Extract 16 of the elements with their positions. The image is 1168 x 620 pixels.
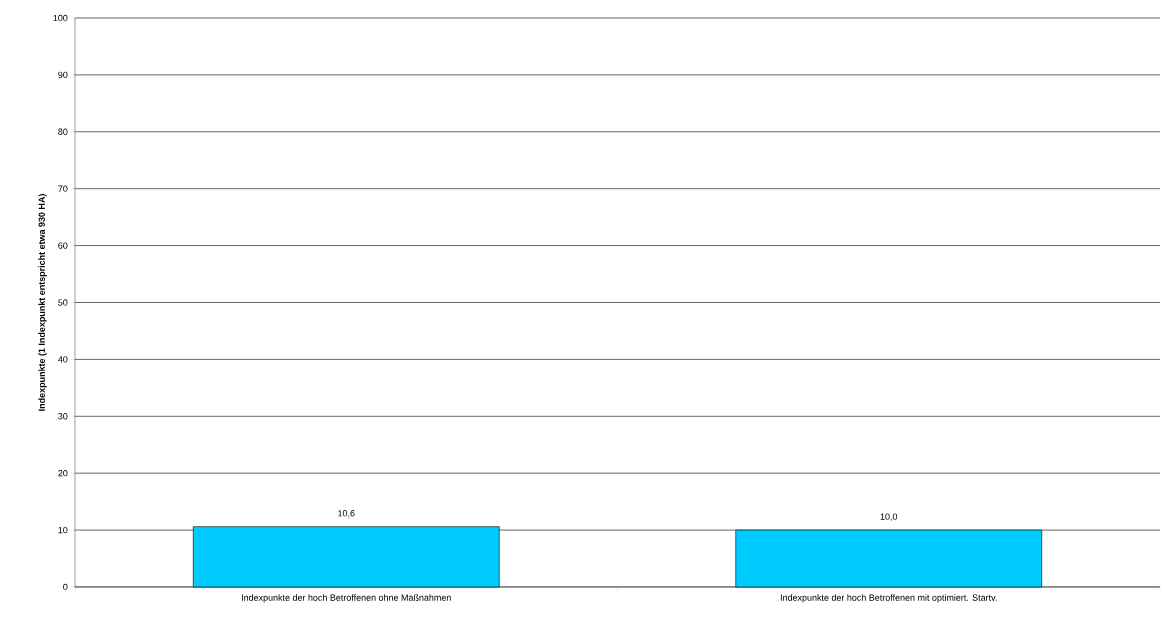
y-tick-label: 60 — [58, 242, 68, 249]
y-tick-label: 30 — [58, 413, 68, 420]
y-tick-label: 40 — [58, 356, 68, 363]
data-label: 10,0 — [880, 513, 898, 521]
y-axis-title: Indexpunkte (1 Indexpunkt entspricht etwa 930 HA) — [38, 194, 47, 411]
y-tick-label: 80 — [58, 128, 68, 135]
y-tick-label: 20 — [58, 470, 68, 477]
y-tick-label: 50 — [58, 299, 68, 306]
data-label: 10,6 — [338, 510, 355, 518]
y-tick-label: 100 — [53, 14, 68, 22]
x-tick-label: Indexpunkte der hoch Betroffenen mit optimiert. Startv. — [780, 594, 997, 603]
y-tick-label: 90 — [58, 71, 68, 79]
y-tick-label: 70 — [58, 185, 68, 192]
x-tick-label: Indexpunkte der hoch Betroffenen ohne Maßnahmen — [241, 594, 451, 603]
y-tick-label: 0 — [63, 583, 68, 591]
y-tick-label: 10 — [58, 526, 68, 534]
